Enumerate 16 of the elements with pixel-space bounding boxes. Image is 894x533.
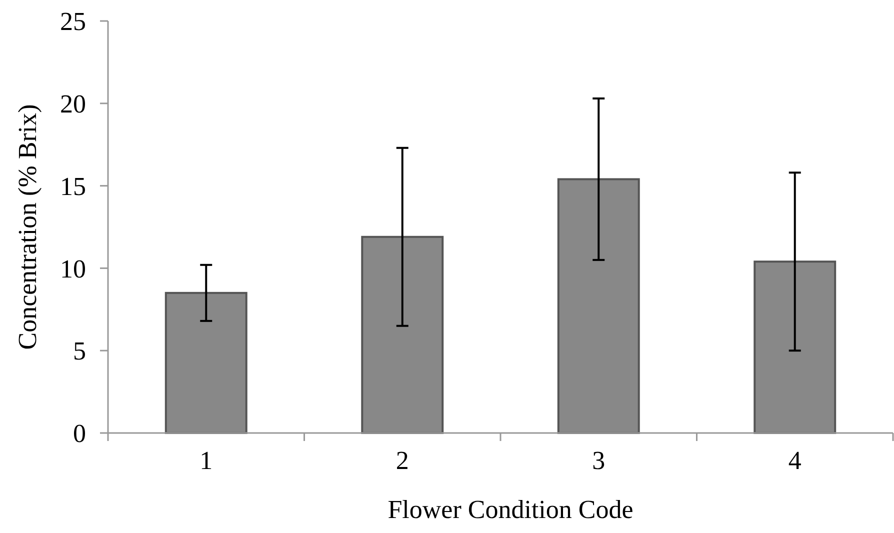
bar bbox=[754, 260, 836, 434]
x-tick-label: 2 bbox=[396, 446, 409, 475]
y-tick-label: 5 bbox=[73, 336, 86, 366]
bar bbox=[557, 178, 640, 434]
y-tick-label: 0 bbox=[73, 419, 86, 448]
bar bbox=[361, 236, 444, 434]
x-axis-title: Flower Condition Code bbox=[388, 495, 634, 524]
x-tick-label: 1 bbox=[200, 446, 213, 475]
x-tick-label: 4 bbox=[788, 446, 802, 475]
y-tick-label: 25 bbox=[60, 7, 86, 36]
y-tick-label: 15 bbox=[60, 172, 86, 201]
bar bbox=[164, 292, 248, 434]
x-tick-label: 3 bbox=[592, 446, 606, 475]
y-tick-label: 10 bbox=[60, 254, 86, 284]
y-tick-label: 20 bbox=[60, 90, 86, 118]
y-axis-title: Concentration (% Brix) bbox=[13, 104, 42, 350]
